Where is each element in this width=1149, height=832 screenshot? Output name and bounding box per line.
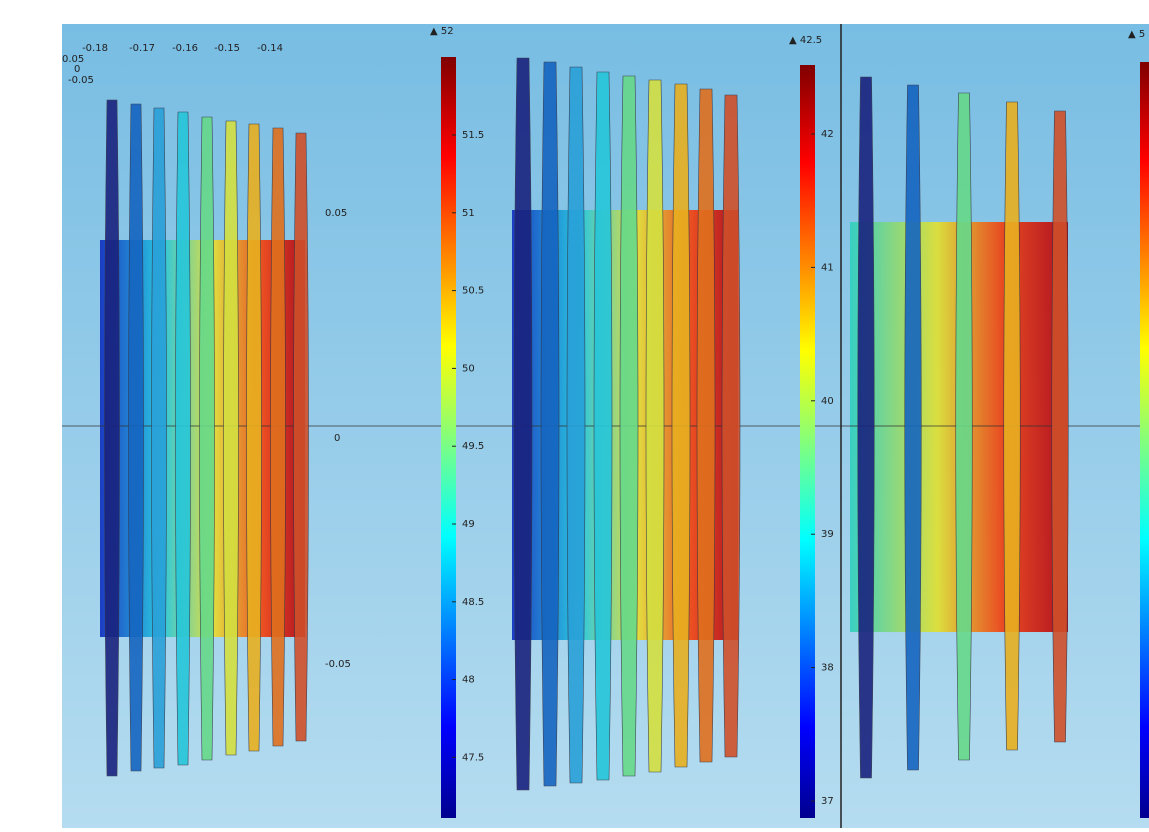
fin [105, 100, 120, 776]
fin [294, 133, 309, 741]
colorbar-tick-label: 51 [462, 208, 475, 219]
axis-label: -0.18 [82, 43, 108, 54]
fin [594, 72, 612, 780]
axis-label: -0.16 [172, 43, 198, 54]
colorbar-max-label: ▲ 52 [430, 26, 454, 37]
axis-label: -0.14 [257, 43, 283, 54]
fin [541, 62, 559, 786]
colorbar [800, 65, 815, 818]
colorbar-tick-label: 37 [821, 796, 834, 807]
colorbar [441, 57, 456, 818]
fin [514, 58, 532, 790]
colorbar-tick-label: 50.5 [462, 286, 484, 297]
axis-label: -0.05 [325, 659, 351, 670]
colorbar-tick-label: 49.5 [462, 441, 484, 452]
axis-label: 0 [334, 433, 340, 444]
colorbar-tick-label: 40 [821, 396, 834, 407]
colorbar-tick-label: 39 [821, 529, 834, 540]
fin [152, 108, 167, 768]
fin [271, 128, 286, 746]
axis-label: -0.05 [68, 75, 94, 86]
axis-label: -0.15 [214, 43, 240, 54]
fin [247, 124, 262, 751]
axis-label: 0 [74, 64, 80, 75]
colorbar-max-label: ▲ 5 [1128, 29, 1145, 40]
fin [722, 95, 740, 757]
fin [858, 77, 875, 778]
fin [1052, 111, 1069, 742]
colorbar-tick-label: 49 [462, 519, 475, 530]
colorbar-tick-label: 42 [821, 129, 834, 140]
fin [672, 84, 690, 767]
fin [620, 76, 638, 776]
fin [1004, 102, 1021, 750]
axis-label: 0.05 [325, 208, 347, 219]
fin [176, 112, 191, 765]
fin [567, 67, 585, 783]
axis-label: -0.17 [129, 43, 155, 54]
screenshot: -0.18-0.17-0.16-0.15-0.140.050-0.050.050… [0, 0, 1149, 828]
colorbar-tick-label: 41 [821, 262, 834, 273]
fin [956, 93, 973, 760]
colorbar-tick-label: 48.5 [462, 597, 484, 608]
colorbar-max-label: ▲ 42.5 [789, 35, 822, 46]
colorbar-tick-label: 51.5 [462, 130, 484, 141]
colorbar-tick-label: 47.5 [462, 752, 484, 763]
fin [646, 80, 664, 772]
fin [129, 104, 144, 771]
fin [224, 121, 239, 755]
fin [697, 89, 715, 762]
colorbar-tick-label: 48 [462, 675, 475, 686]
colorbar-tick-label: 50 [462, 363, 475, 374]
colorbar [1140, 62, 1149, 818]
colorbar-tick-label: 38 [821, 663, 834, 674]
fin [200, 117, 215, 760]
fin [905, 85, 922, 770]
